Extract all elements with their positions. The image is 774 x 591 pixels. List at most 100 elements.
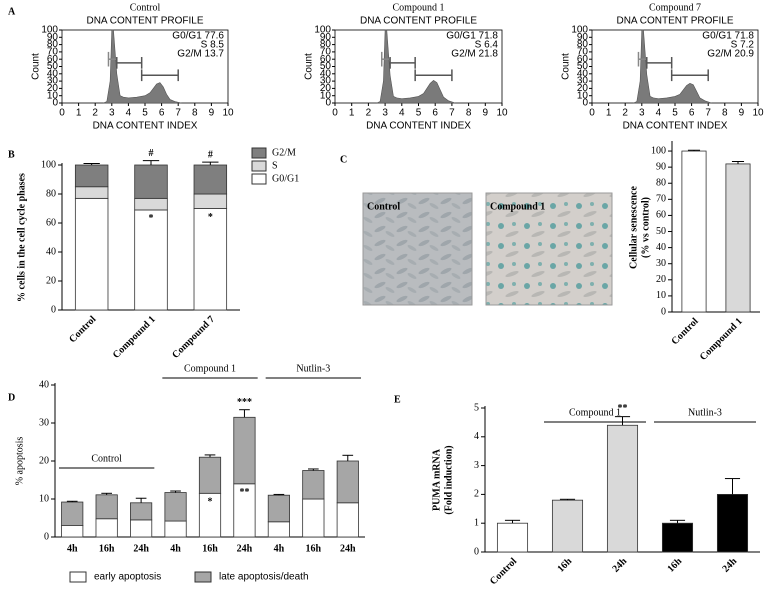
y-tick-label: 10 — [656, 290, 666, 301]
y-tick-label: 80 — [656, 178, 666, 189]
histogram-area — [633, 29, 712, 104]
x-tick-label: 7 — [449, 108, 455, 119]
x-tick-label: 5 — [142, 108, 148, 119]
significance-label: * — [149, 213, 154, 224]
y-tick-label: 80 — [47, 39, 59, 50]
legend-label: S — [272, 160, 278, 171]
bar — [681, 150, 707, 313]
x-tick-label: 8 — [192, 108, 198, 119]
x-tick-label: Control — [670, 316, 701, 347]
bar — [725, 163, 751, 313]
y-tick-label: 20 — [577, 83, 589, 94]
x-tick-label: 24h — [133, 543, 149, 554]
chart-title: Compound 1 — [393, 2, 445, 13]
y-tick-label: 30 — [577, 76, 589, 87]
x-tick-label: 1 — [606, 108, 612, 119]
x-tick-label: 24h — [340, 543, 356, 554]
bar-segment — [233, 416, 256, 485]
y-tick-label: 5 — [474, 402, 479, 413]
x-tick-label: 4 — [399, 108, 405, 119]
x-tick-label: 1 — [349, 108, 355, 119]
significance-label: * — [208, 212, 213, 223]
bar-segment — [95, 494, 118, 520]
bar — [661, 522, 694, 553]
bar-segment — [130, 519, 153, 538]
x-tick-label: 5 — [672, 108, 678, 119]
gate-annotation: G2/M 21.8 — [451, 49, 498, 60]
legend-label: late apoptosis/death — [219, 572, 309, 583]
x-tick-label: 4 — [656, 108, 662, 119]
y-tick-label: 4 — [474, 431, 479, 442]
x-tick-label: 4h — [170, 543, 181, 554]
bar-segment — [95, 518, 118, 538]
y-axis-label: Count — [304, 53, 315, 80]
y-tick-label: 10 — [320, 90, 332, 101]
y-tick-label: 40 — [656, 242, 666, 253]
y-axis-label: % apoptosis — [14, 437, 25, 486]
bar — [551, 499, 584, 553]
bar-segment — [193, 208, 228, 311]
panel-letter: E — [394, 394, 401, 405]
bar-segment — [61, 525, 84, 538]
x-tick-label: 0 — [589, 108, 595, 119]
y-tick-label: 0 — [582, 98, 588, 109]
x-tick-label: 10 — [752, 108, 764, 119]
x-tick-label: 16h — [665, 556, 684, 575]
bar-segment — [164, 520, 187, 538]
x-tick-label: Control — [488, 556, 519, 587]
y-tick-label: 30 — [39, 417, 49, 428]
y-tick-label: 0 — [474, 546, 479, 557]
y-tick-label: 0 — [44, 531, 49, 542]
y-tick-label: 30 — [320, 76, 332, 87]
y-tick-label: 60 — [320, 54, 332, 65]
x-tick-label: 7 — [705, 108, 711, 119]
legend-swatch — [251, 173, 267, 185]
x-tick-label: 3 — [109, 108, 115, 119]
x-tick-label: 16h — [555, 556, 574, 575]
chart-title: Control — [130, 2, 161, 13]
legend-label: G2/M — [272, 147, 296, 158]
x-tick-label: 6 — [689, 108, 695, 119]
x-tick-label: 9 — [739, 108, 745, 119]
x-tick-label: 16h — [202, 543, 218, 554]
gate-annotation: S 8.5 — [201, 40, 225, 51]
significance-label: ** — [239, 487, 249, 498]
y-tick-label: 40 — [47, 68, 59, 79]
panel-letter: C — [340, 154, 347, 165]
x-tick-label: 8 — [466, 108, 472, 119]
bar-segment — [134, 209, 168, 311]
x-tick-label: 4h — [67, 543, 78, 554]
bar-segment — [302, 498, 325, 538]
y-tick-label: 10 — [47, 90, 59, 101]
x-axis-label: DNA CONTENT INDEX — [366, 121, 471, 132]
chart-subtitle: DNA CONTENT PROFILE — [360, 16, 477, 27]
x-tick-label: 5 — [416, 108, 422, 119]
y-axis-label: Cellular senescence — [628, 186, 639, 269]
y-tick-label: 2 — [474, 489, 479, 500]
bar-segment — [267, 521, 290, 538]
y-axis-label: % cells in the cell cycle phases — [16, 173, 27, 302]
legend-swatch — [194, 571, 212, 583]
y-tick-label: 100 — [571, 25, 588, 36]
y-tick-label: 30 — [47, 76, 59, 87]
y-tick-label: 0 — [325, 98, 331, 109]
chart-subtitle: DNA CONTENT PROFILE — [616, 16, 733, 27]
y-tick-label: 80 — [577, 39, 589, 50]
gate-annotation: G2/M 13.7 — [177, 49, 224, 60]
bar-segment — [193, 193, 228, 209]
x-tick-label: Compound 7 — [170, 314, 217, 361]
y-tick-label: 20 — [39, 455, 49, 466]
y-tick-label: 20 — [656, 274, 666, 285]
significance-label: # — [149, 148, 154, 159]
y-tick-label: 60 — [46, 217, 56, 228]
x-tick-label: 8 — [722, 108, 728, 119]
bar — [606, 424, 639, 553]
micrograph-label: Control — [367, 201, 400, 212]
y-tick-label: 50 — [47, 61, 59, 72]
bar-segment — [198, 456, 222, 494]
micrograph — [485, 192, 613, 306]
y-tick-label: 50 — [577, 61, 589, 72]
bar-segment — [302, 470, 325, 500]
gate-annotation: S 7.2 — [731, 40, 755, 51]
